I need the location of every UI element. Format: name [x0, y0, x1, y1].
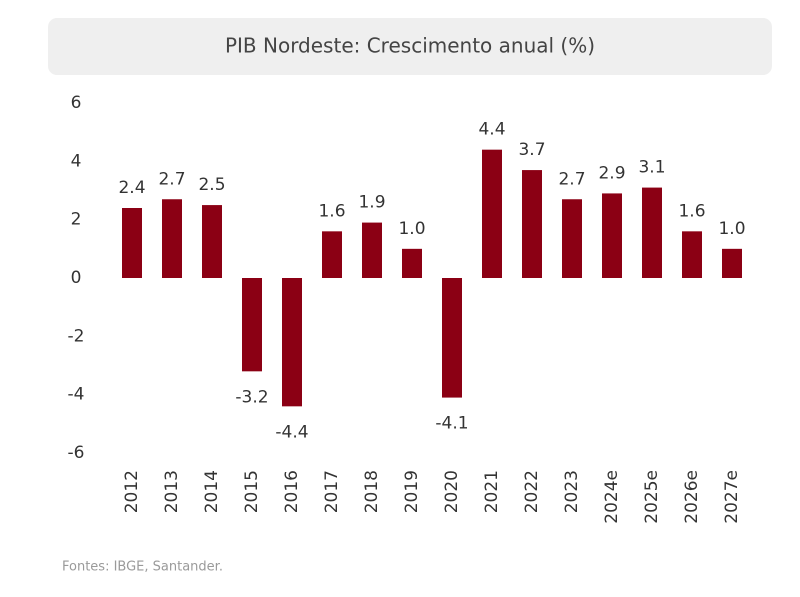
bar: [562, 199, 582, 278]
bar: [162, 199, 182, 278]
x-tick-label: 2025e: [642, 470, 662, 524]
x-tick-label: 2012: [122, 470, 142, 513]
x-tick-label: 2022: [522, 470, 542, 513]
x-tick-label: 2021: [482, 470, 502, 513]
y-tick-label: -6: [68, 443, 85, 463]
bar: [682, 231, 702, 278]
x-tick-label: 2013: [162, 470, 182, 513]
bar: [482, 149, 502, 278]
bar: [322, 231, 342, 278]
value-label: 1.6: [318, 201, 345, 221]
x-tick-label: 2023: [562, 470, 582, 513]
value-label: 1.9: [358, 193, 385, 213]
y-tick-label: -4: [68, 385, 85, 405]
value-label: 1.0: [398, 219, 425, 239]
bar: [402, 248, 422, 278]
bar: [242, 278, 262, 372]
source-note: Fontes: IBGE, Santander.: [62, 560, 223, 575]
bar: [642, 187, 662, 278]
value-label: 3.7: [518, 140, 545, 160]
value-label: 2.9: [598, 163, 625, 183]
x-tick-label: 2016: [282, 470, 302, 513]
y-tick-label: -2: [68, 326, 85, 346]
value-label: 4.4: [478, 120, 505, 140]
y-tick-label: 0: [71, 268, 82, 288]
value-label: 2.7: [158, 169, 185, 189]
x-tick-label: 2018: [362, 470, 382, 513]
value-label: 1.0: [718, 219, 745, 239]
value-label: 2.4: [118, 178, 145, 198]
value-label: 2.7: [558, 169, 585, 189]
x-tick-label: 2014: [202, 470, 222, 513]
y-tick-label: 2: [71, 210, 82, 230]
x-tick-label: 2015: [242, 470, 262, 513]
bar: [362, 222, 382, 278]
bar: [522, 170, 542, 278]
x-tick-label: 2026e: [682, 470, 702, 524]
bar: [282, 278, 302, 407]
value-label: -4.1: [435, 414, 468, 434]
x-tick-label: 2017: [322, 470, 342, 513]
x-tick-label: 2020: [442, 470, 462, 513]
value-label: -3.2: [235, 387, 268, 407]
bar: [122, 208, 142, 278]
bar: [602, 193, 622, 278]
title-box: [48, 18, 772, 75]
y-tick-label: 4: [71, 151, 82, 171]
x-tick-label: 2024e: [602, 470, 622, 524]
chart-title: PIB Nordeste: Crescimento anual (%): [225, 34, 595, 58]
value-label: 2.5: [198, 175, 225, 195]
value-label: 1.6: [678, 201, 705, 221]
bar: [722, 248, 742, 278]
bar: [202, 205, 222, 278]
x-tick-label: 2027e: [722, 470, 742, 524]
value-label: -4.4: [275, 422, 308, 442]
y-tick-label: 6: [71, 93, 82, 113]
value-label: 3.1: [638, 158, 665, 178]
bar: [442, 278, 462, 398]
x-tick-label: 2019: [402, 470, 422, 513]
